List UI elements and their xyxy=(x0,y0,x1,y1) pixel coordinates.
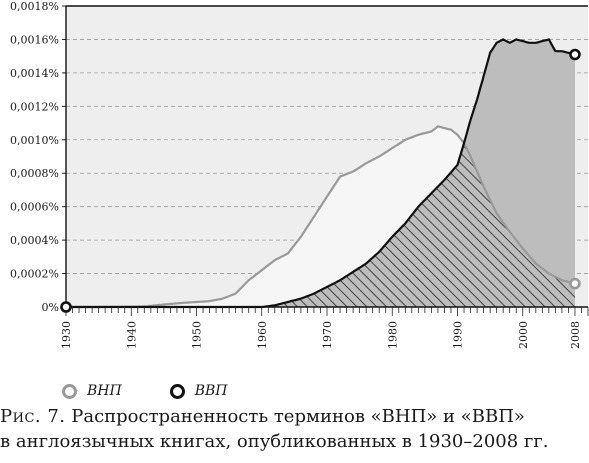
x-tick-label: 2000 xyxy=(517,321,530,349)
vvp-end-marker xyxy=(569,48,581,61)
legend-label-vvp: ВВП xyxy=(194,383,228,399)
areas xyxy=(66,39,575,308)
legend-marker-vnp xyxy=(62,383,77,399)
vnp-end-marker xyxy=(569,277,581,290)
legend-label-vnp: ВНП xyxy=(87,383,122,399)
y-tick-label: 0,0018% xyxy=(10,0,59,13)
legend-marker-vvp xyxy=(169,383,185,399)
chart: 0% 0,0002% 0,0004% 0,0006% 0,0008% 0,0010% 0,0… xyxy=(10,0,589,349)
caption-line-1: Рис. 7. Распространенность терминов «ВНП… xyxy=(0,404,589,429)
y-tick-label: 0,0002% xyxy=(10,268,59,281)
x-tick-labels: 1930 1940 1950 1960 1970 1980 1990 2000 2008 xyxy=(60,321,582,349)
legend: ВНП ВВП xyxy=(62,383,276,399)
y-tick-label: 0,0014% xyxy=(10,67,59,80)
x-tick-label: 1940 xyxy=(125,321,138,349)
series-end-markers xyxy=(60,48,581,313)
legend-item-vvp: ВВП xyxy=(169,383,228,399)
x-tick-label: 2008 xyxy=(569,321,582,349)
vnp-line xyxy=(66,125,576,309)
caption-label: Рис. 7. xyxy=(0,406,66,427)
x-tick-label: 1960 xyxy=(256,321,269,349)
y-tick-labels: 0% 0,0002% 0,0004% 0,0006% 0,0008% 0,0010% 0,0… xyxy=(10,0,59,314)
axes xyxy=(62,5,589,316)
vvp-start-marker xyxy=(60,301,72,313)
y-tick-label: 0,0010% xyxy=(10,134,59,147)
x-tick-label: 1990 xyxy=(452,321,465,349)
caption-text-1: Распространенность терминов «ВНП» и «ВВП… xyxy=(65,406,525,427)
x-tick-label: 1950 xyxy=(191,321,204,349)
figure-caption: Рис. 7. Распространенность терминов «ВНП… xyxy=(0,404,589,454)
caption-line-2: в англоязычных книгах, опубликованных в … xyxy=(0,431,549,452)
y-tick-label: 0% xyxy=(42,301,59,314)
y-tick-label: 0,0006% xyxy=(10,201,59,214)
y-tick-label: 0,0016% xyxy=(10,33,59,46)
x-tick-label: 1980 xyxy=(386,321,399,349)
y-tick-label: 0,0012% xyxy=(10,100,59,113)
y-tick-label: 0,0008% xyxy=(10,167,59,180)
x-tick-label: 1930 xyxy=(60,321,73,349)
legend-item-vnp: ВНП xyxy=(62,383,122,399)
overlap-hatched-area xyxy=(66,143,575,307)
y-tick-label: 0,0004% xyxy=(10,234,59,247)
x-tick-label: 1970 xyxy=(321,321,334,349)
